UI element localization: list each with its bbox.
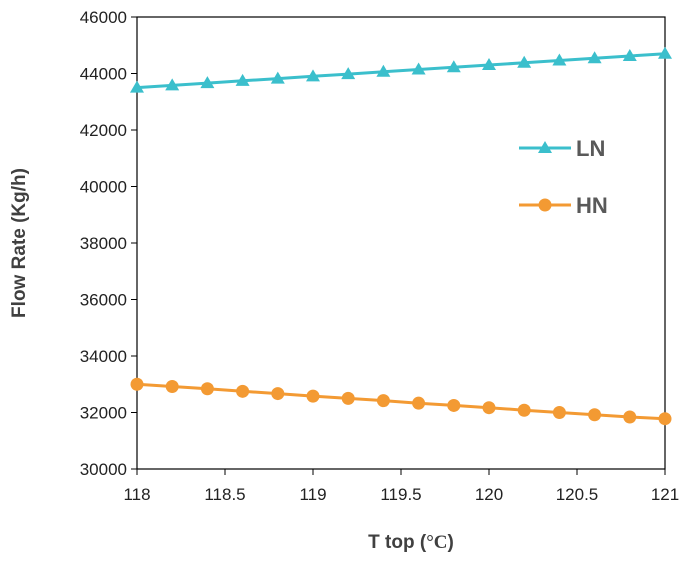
series-hn-point	[165, 380, 179, 394]
legend: LN HN	[519, 136, 608, 218]
y-tick-label: 46000	[80, 8, 127, 27]
series-ln-point	[587, 51, 602, 64]
y-axis-label: Flow Rate (Kg/h)	[9, 168, 30, 318]
series-ln-point	[130, 80, 144, 93]
y-tick-label: 34000	[80, 347, 127, 366]
y-axis-ticks: 30000 32000 34000 36000 38000 40000 42000 44000…	[80, 8, 137, 479]
legend-item-hn: HN	[519, 193, 608, 218]
legend-ln-label: LN	[576, 136, 605, 161]
series-hn-point	[130, 377, 144, 391]
series-ln-point	[341, 67, 356, 80]
series-ln-point	[200, 76, 215, 89]
series-hn-point	[623, 410, 637, 424]
series-hn-point	[588, 408, 602, 422]
legend-item-ln: LN	[519, 136, 605, 161]
series-ln-point	[622, 48, 637, 61]
series-ln-line	[136, 52, 666, 90]
x-axis-label-unit: °C	[426, 532, 447, 553]
series-hn-point	[412, 396, 426, 410]
series-ln-point	[235, 73, 250, 86]
series-ln-point	[517, 55, 532, 68]
series-hn-point	[236, 384, 250, 398]
legend-hn-circle-icon	[538, 198, 552, 212]
series-hn-point	[376, 394, 390, 408]
x-tick-label: 118	[123, 485, 150, 504]
series-hn-point	[341, 391, 355, 405]
y-tick-label: 44000	[80, 65, 127, 84]
y-tick-label: 38000	[80, 234, 127, 253]
x-tick-label: 121	[651, 485, 679, 504]
x-axis-label-close: )	[448, 532, 454, 553]
series-ln-point	[552, 53, 567, 66]
y-tick-label: 32000	[80, 404, 127, 423]
x-axis-label: T top (°C)	[368, 532, 454, 553]
series-ln-point	[165, 78, 180, 91]
series-hn-point	[306, 389, 320, 403]
series-hn-point	[517, 403, 531, 417]
legend-ln-triangle-icon	[538, 141, 552, 153]
x-tick-label: 119	[299, 485, 326, 504]
series-hn-point	[658, 412, 672, 426]
series-ln-point	[482, 58, 496, 71]
series-hn-point	[482, 401, 496, 415]
x-axis-ticks: 118 118.5 119 119.5 120 120.5 121	[123, 469, 679, 504]
x-tick-label: 118.5	[204, 485, 245, 504]
series-ln-point	[411, 62, 426, 75]
series-hn-point	[271, 387, 285, 401]
y-tick-label: 30000	[80, 460, 127, 479]
series-hn-point	[552, 406, 566, 419]
series-ln-point	[446, 60, 461, 73]
series-hn-point	[200, 382, 214, 396]
series-layer	[130, 46, 672, 426]
y-tick-label: 40000	[80, 178, 127, 197]
x-tick-label: 119.5	[380, 485, 421, 504]
series-ln-point	[306, 69, 320, 82]
legend-hn-label: HN	[576, 193, 608, 218]
series-ln-point	[270, 71, 285, 84]
series-ln-point	[376, 64, 391, 77]
y-tick-label: 42000	[80, 121, 127, 140]
x-axis-label-main: T top (	[368, 532, 427, 553]
series-hn-point	[447, 398, 461, 412]
series-hn-line	[136, 382, 666, 421]
x-tick-label: 120	[475, 485, 503, 504]
x-tick-label: 120.5	[556, 485, 599, 504]
y-tick-label: 36000	[80, 291, 127, 310]
series-ln-point	[658, 46, 672, 59]
